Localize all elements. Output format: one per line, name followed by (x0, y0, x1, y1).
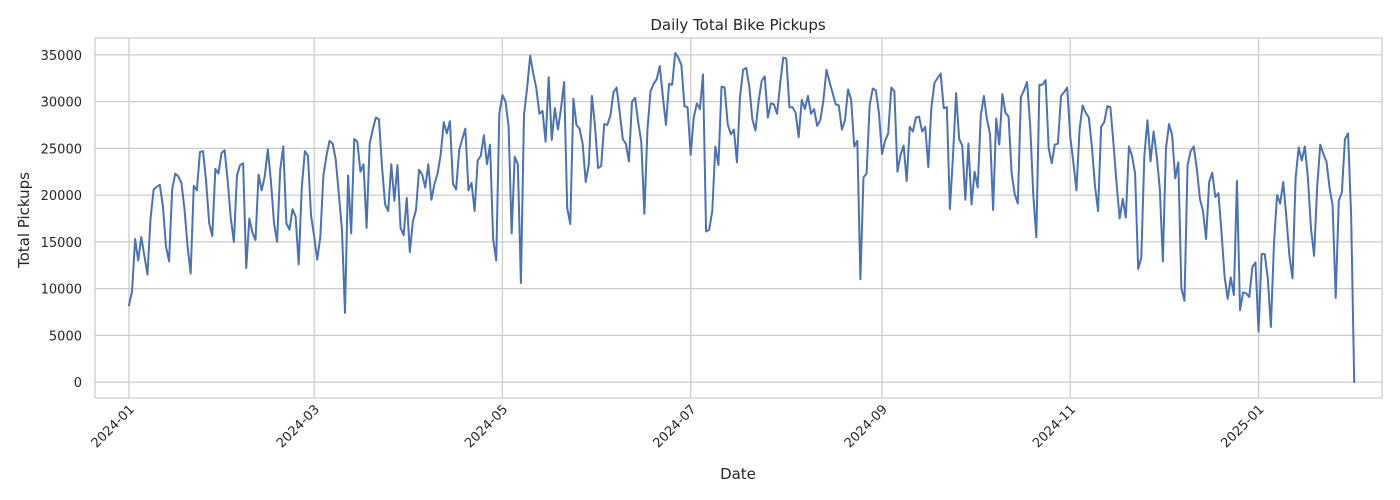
x-axis-label: Date (720, 465, 756, 483)
y-tick-labels: 0 5000 10000 15000 20000 25000 30000 35000 (41, 49, 82, 391)
y-tick-label: 0 (74, 376, 82, 391)
chart-title: Daily Total Bike Pickups (650, 16, 826, 34)
y-tick-label: 10000 (41, 283, 82, 298)
y-tick-label: 30000 (41, 96, 82, 111)
plot-frame (94, 37, 1383, 399)
series-line (127, 51, 1356, 384)
y-tick-label: 5000 (49, 329, 82, 344)
y-tick-label: 25000 (41, 142, 82, 157)
y-tick-label: 35000 (41, 49, 82, 64)
series-layer (127, 51, 1356, 384)
y-tick-label: 15000 (41, 236, 82, 251)
y-axis-label: Total Pickups (15, 172, 33, 269)
y-tick-label: 20000 (41, 189, 82, 204)
